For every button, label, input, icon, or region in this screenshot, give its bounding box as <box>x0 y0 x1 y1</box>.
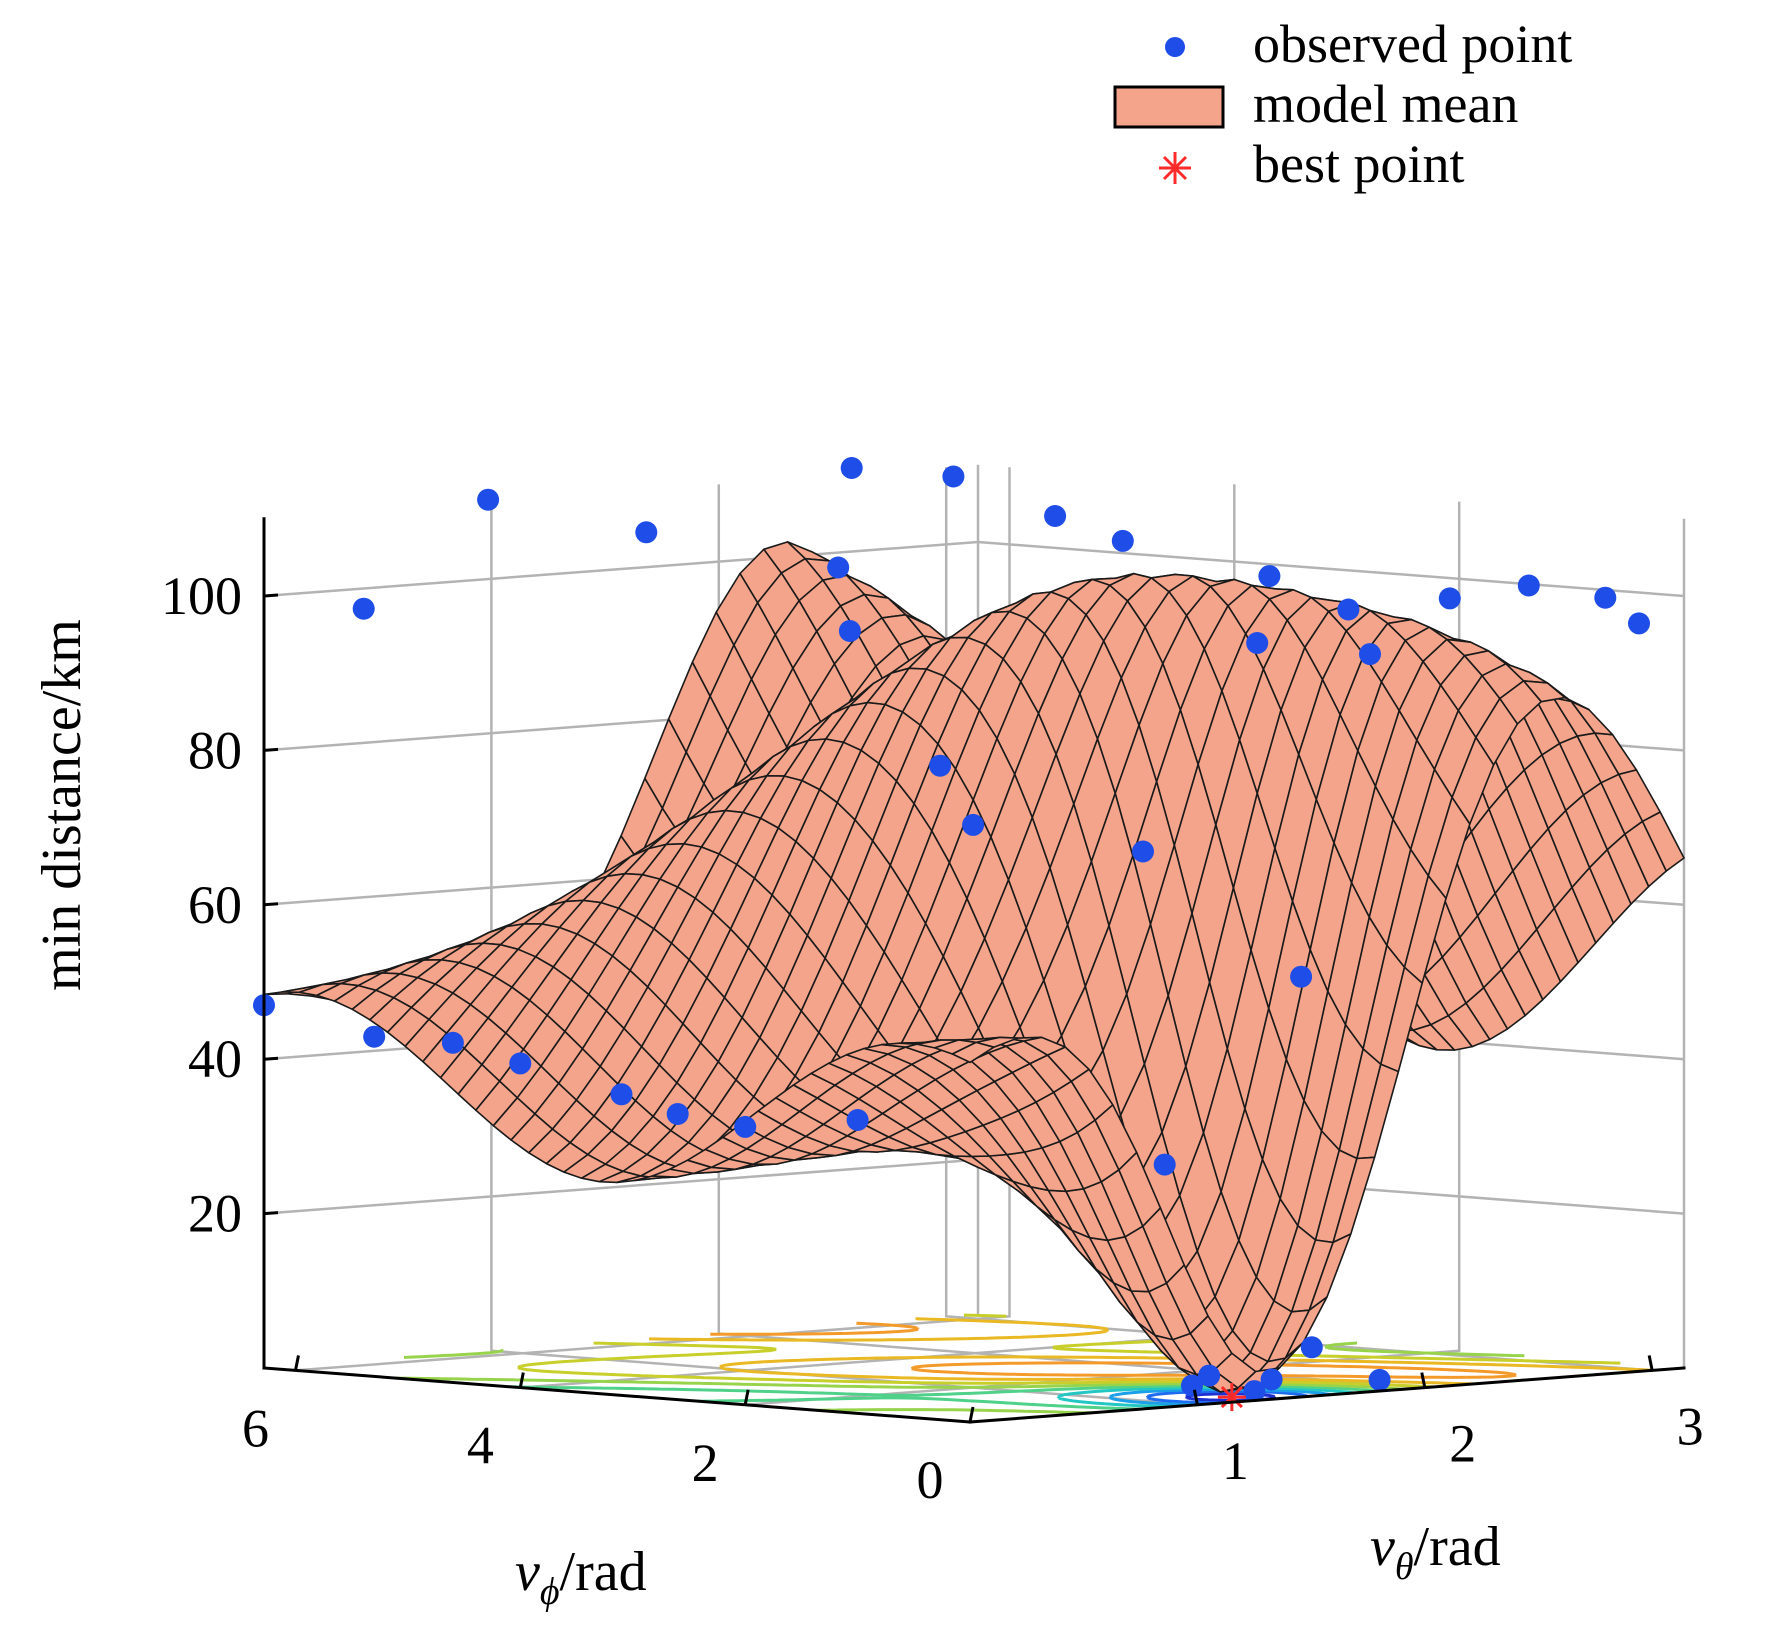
y-axis-line <box>262 1366 972 1424</box>
observed-point <box>838 620 861 642</box>
y-axis-label-sub: ϕ <box>540 1571 560 1613</box>
observed-point <box>929 754 952 777</box>
observed-point <box>1258 565 1281 588</box>
z-tick-label: 20 <box>188 1184 242 1244</box>
observed-points-layer <box>253 457 1650 1412</box>
observed-point <box>1517 574 1540 597</box>
observed-point <box>1594 586 1617 609</box>
legend-best-label: best point <box>1253 134 1465 194</box>
y-tick-mark <box>743 1389 750 1406</box>
y-tick-label: 2 <box>692 1433 719 1493</box>
x-tick-mark <box>1420 1372 1427 1388</box>
z-tick-mark <box>263 1056 279 1061</box>
contour-level-7 <box>649 1317 1654 1386</box>
observed-point <box>962 813 985 836</box>
observed-point <box>1359 643 1381 666</box>
legend-observed-label: observed point <box>1253 14 1572 74</box>
x-axis-label-sub: θ <box>1395 1546 1414 1588</box>
observed-point <box>1153 1153 1176 1176</box>
x-tick-label: 2 <box>1449 1414 1476 1474</box>
observed-point <box>734 1115 757 1138</box>
x-tick-mark <box>1192 1389 1199 1406</box>
observed-point <box>1438 587 1461 610</box>
observed-point <box>1337 598 1360 621</box>
x-tick-mark <box>1647 1355 1654 1371</box>
z-tick-mark <box>263 747 279 752</box>
x-axis-label: vθ/rad <box>1370 1516 1501 1588</box>
observed-point <box>827 556 850 579</box>
observed-point <box>1132 840 1154 863</box>
x-axis-label-var: v <box>1370 1516 1395 1578</box>
z-tick-label: 100 <box>161 566 242 626</box>
z-tick-label: 80 <box>188 720 242 780</box>
legend-observed-marker <box>1165 37 1185 57</box>
observed-point <box>1260 1368 1283 1391</box>
tick-labels: 20 40 60 80 100 1 2 3 0 2 4 6 <box>161 566 1704 1510</box>
x-tick-label: 1 <box>1222 1431 1249 1491</box>
z-tick-label: 40 <box>188 1029 242 1089</box>
x-axis-label-unit: /rad <box>1414 1516 1501 1578</box>
legend-mean-label: model mean <box>1253 74 1518 134</box>
x-axis-line <box>968 1366 1686 1424</box>
observed-point <box>1628 612 1650 635</box>
contour-projection <box>395 1313 1654 1415</box>
observed-point <box>1181 1374 1203 1397</box>
observed-point <box>1368 1368 1391 1391</box>
grid-line-z-4 <box>263 540 1685 598</box>
observed-point <box>509 1052 532 1075</box>
observed-point <box>352 597 375 620</box>
y-tick-mark <box>294 1355 300 1371</box>
y-tick-label: 6 <box>242 1398 269 1458</box>
best-point-marker <box>1217 1383 1246 1412</box>
z-tick-label: 60 <box>188 875 242 935</box>
observed-point <box>840 457 863 479</box>
legend-best-marker <box>1159 152 1191 184</box>
x-tick-label: 3 <box>1677 1396 1704 1456</box>
observed-point <box>942 465 965 488</box>
observed-point <box>1044 505 1067 527</box>
model-mean-surface <box>263 541 1685 1393</box>
observed-point <box>1246 632 1269 654</box>
legend: observed point model mean best point <box>1113 14 1572 194</box>
observed-point <box>1290 965 1313 988</box>
y-axis-label-unit: /rad <box>560 1541 647 1603</box>
observed-point <box>1243 1380 1266 1403</box>
grid-line-z-0 <box>263 1158 1685 1215</box>
observed-point <box>846 1109 869 1131</box>
y-tick-mark <box>518 1372 525 1388</box>
y-tick-label: 4 <box>467 1416 494 1476</box>
observed-point <box>477 488 500 511</box>
surface-patch <box>951 1041 995 1064</box>
z-tick-mark <box>263 593 279 598</box>
observed-point <box>1198 1364 1221 1387</box>
observed-point <box>363 1025 386 1048</box>
observed-point <box>1111 529 1134 552</box>
y-tick-mark <box>968 1406 975 1423</box>
observed-point <box>666 1103 689 1125</box>
observed-point <box>441 1031 464 1054</box>
observed-point <box>635 521 658 544</box>
z-tick-mark <box>263 1211 279 1216</box>
observed-point <box>610 1083 633 1106</box>
y-axis-label-var: v <box>515 1541 540 1603</box>
axes <box>262 517 1686 1424</box>
y-axis-label: vϕ/rad <box>515 1541 647 1613</box>
legend-mean-swatch <box>1113 85 1225 129</box>
z-tick-mark <box>263 902 279 907</box>
z-axis-label: min distance/km <box>31 619 93 991</box>
observed-point <box>1300 1336 1323 1359</box>
y-tick-label: 0 <box>917 1450 944 1510</box>
